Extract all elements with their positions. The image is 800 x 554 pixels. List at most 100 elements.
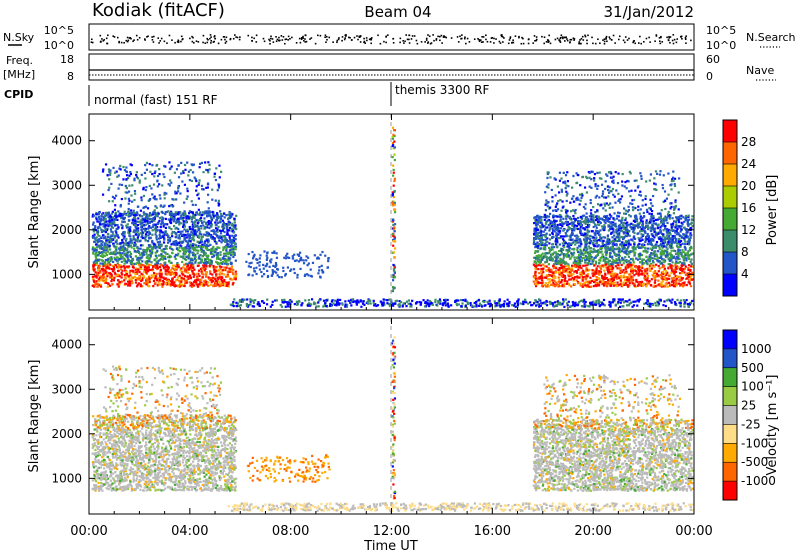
power-echo-cell xyxy=(681,262,684,265)
power-echo-cell xyxy=(165,273,168,276)
noise-point xyxy=(605,35,608,38)
power-echo-cell xyxy=(100,236,103,239)
power-echo-cell xyxy=(667,242,670,245)
power-echo-cell xyxy=(619,219,622,222)
power-echo-cell xyxy=(112,244,115,247)
power-echo-cell xyxy=(206,234,209,238)
power-echo-cell xyxy=(625,260,628,264)
power-echo-cell xyxy=(659,226,662,229)
power-echo-cell xyxy=(560,263,563,266)
power-echo-cell xyxy=(115,231,118,234)
power-echo-cell xyxy=(227,281,231,284)
power-echo-cell xyxy=(583,283,587,286)
power-echo-cell xyxy=(644,239,648,242)
power-echo-cell xyxy=(675,260,678,263)
power-echo-cell xyxy=(537,247,540,250)
noise-point xyxy=(298,37,301,40)
power-echo-cell xyxy=(95,274,98,277)
power-echo-cell xyxy=(623,247,627,250)
noise-point xyxy=(299,41,302,44)
power-echo-cell xyxy=(618,239,621,243)
power-echo-cell xyxy=(662,238,665,241)
power-echo-cell xyxy=(553,222,556,225)
power-echo-cell xyxy=(579,262,582,265)
power-echo-cell xyxy=(210,223,213,226)
power-echo-cell xyxy=(147,263,150,266)
noise-point xyxy=(533,35,536,37)
power-echo-cell xyxy=(635,257,638,260)
noise-point xyxy=(580,42,582,45)
power-echo-cell xyxy=(126,223,129,226)
power-echo-cell xyxy=(204,210,207,213)
power-echo-cell xyxy=(129,284,132,287)
power-echo-cell xyxy=(227,221,230,224)
noise-point xyxy=(157,37,160,39)
power-echo-cell xyxy=(141,285,144,288)
power-echo-cell xyxy=(158,233,161,237)
power-echo-cell xyxy=(147,215,150,218)
power-echo-cell xyxy=(129,238,132,241)
power-echo-cell xyxy=(116,224,119,227)
power-echo-cell xyxy=(101,193,105,196)
noise-point xyxy=(125,39,128,42)
power-echo-cell xyxy=(234,224,237,227)
power-echo-cell xyxy=(118,249,122,252)
power-echo-cell xyxy=(666,285,669,288)
power-echo-cell xyxy=(163,234,166,237)
power-echo-cell xyxy=(162,235,165,238)
power-echo-cell xyxy=(180,255,183,258)
power-echo-cell xyxy=(537,268,540,271)
power-echo-cell xyxy=(141,276,144,279)
power-echo-cell xyxy=(139,220,142,223)
power-echo-cell xyxy=(182,247,186,250)
power-echo-cell xyxy=(158,194,161,197)
noise-point xyxy=(543,42,546,45)
power-echo-cell xyxy=(549,220,552,223)
power-echo-cell xyxy=(217,215,221,218)
power-echo-cell xyxy=(154,266,157,269)
noise-point xyxy=(159,40,162,42)
power-echo-cell xyxy=(227,282,230,285)
power-echo-cell xyxy=(228,249,232,252)
noise-point xyxy=(351,39,353,41)
power-echo-cell xyxy=(641,229,644,233)
noise-point xyxy=(204,42,207,44)
power-echo-cell xyxy=(229,269,232,272)
power-echo-cell xyxy=(535,224,538,227)
power-echo-cell xyxy=(689,223,692,226)
power-echo-cell xyxy=(220,236,223,239)
power-echo-cell xyxy=(140,232,143,235)
noise-point xyxy=(251,40,254,42)
power-echo-cell xyxy=(175,168,179,171)
power-echo-cell xyxy=(617,219,621,222)
power-echo-cell xyxy=(113,276,116,279)
power-echo-cell xyxy=(123,247,126,250)
power-echo-cell xyxy=(632,230,635,233)
power-echo-cell xyxy=(611,227,614,230)
power-echo-cell xyxy=(211,235,214,239)
power-echo-cell xyxy=(157,254,161,257)
power-echo-cell xyxy=(161,231,164,234)
power-echo-cell xyxy=(134,239,138,242)
noise-point xyxy=(490,37,493,40)
power-echo-cell xyxy=(145,268,149,272)
power-echo-cell xyxy=(125,213,128,217)
power-echo-cell xyxy=(104,269,107,272)
power-echo-cell xyxy=(162,225,165,228)
noise-point xyxy=(168,34,171,37)
power-echo-cell xyxy=(195,246,198,249)
power-echo-cell xyxy=(548,227,552,230)
noise-point xyxy=(275,36,277,38)
noise-point xyxy=(676,38,679,40)
power-echo-cell xyxy=(167,183,170,186)
power-echo-cell xyxy=(147,266,150,269)
power-echo-cell xyxy=(572,251,576,254)
power-echo-cell xyxy=(188,260,191,264)
power-echo-cell xyxy=(668,241,671,244)
power-echo-cell xyxy=(646,263,649,266)
power-echo-cell xyxy=(184,221,187,224)
power-echo-cell xyxy=(533,240,536,244)
power-echo-cell xyxy=(602,244,605,248)
power-echo-cell xyxy=(690,258,693,261)
power-echo-cell xyxy=(135,267,138,270)
